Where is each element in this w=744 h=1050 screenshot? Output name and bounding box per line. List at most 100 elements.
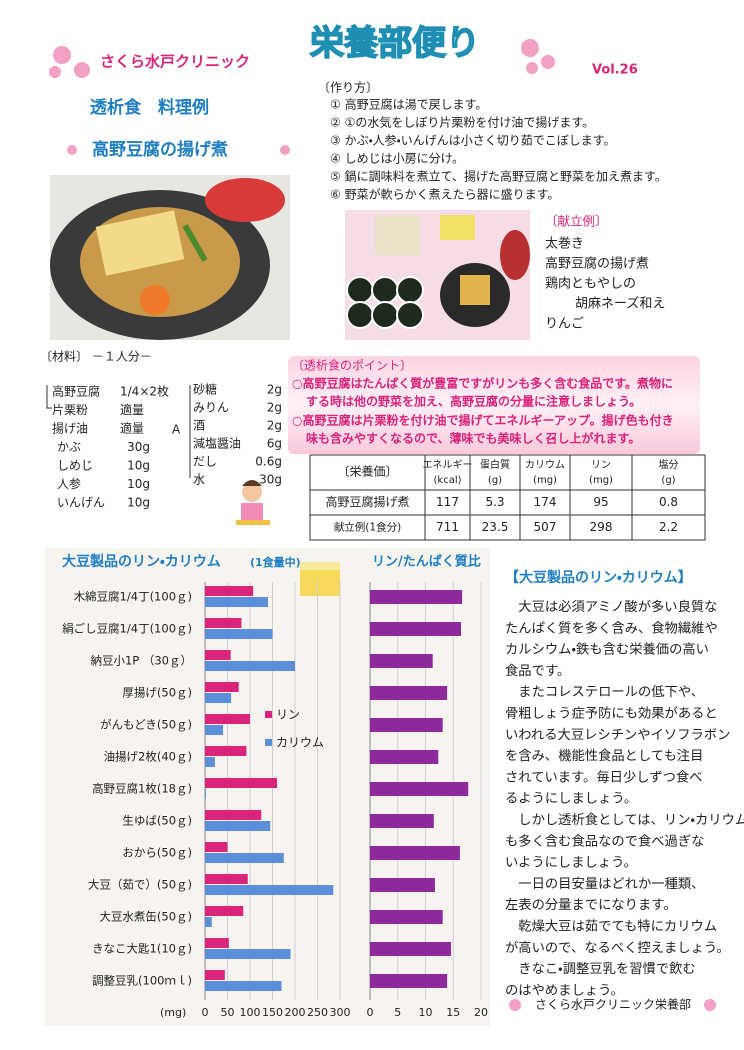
material-name: しめじ (57, 459, 93, 473)
x-tick-label: 150 (262, 1006, 283, 1019)
point-line: ○高野豆腐は片栗粉を付け油で揚げてエネルギーアップ。揚げ色も付き (292, 413, 674, 428)
x-tick-label: 250 (307, 1006, 328, 1019)
material-name: 片栗粉 (52, 403, 88, 417)
material-name: 高野豆腐 (52, 385, 100, 399)
points-box (288, 356, 700, 454)
point-line: する時は他の野菜を加え、高野豆腐の分量に注意しましょう。 (306, 394, 641, 409)
bar (205, 618, 242, 628)
point-line: 味も含みやすくなるので、薄味でも美味しく召し上がれます。 (306, 431, 640, 446)
category-label: 木綿豆腐1/4丁(100ｇ) (74, 590, 192, 604)
table-header: 塩分 (659, 458, 679, 471)
x-axis-label: (mg) (160, 1006, 186, 1019)
x-tick-label: 15 (446, 1006, 460, 1019)
recipe-name: 高野豆腐の揚げ煮 (92, 139, 228, 160)
bar (370, 782, 469, 796)
newsletter-title: 栄養部便り (310, 24, 480, 64)
clinic-name: さくら水戸クリニック (100, 53, 250, 71)
points-title: 〔透析食のポイント〕 (292, 359, 412, 373)
table-cell: 高野豆腐揚げ煮 (325, 495, 409, 509)
menu-item: 鶏肉ともやしの (545, 277, 636, 292)
step: ③ かぶ・人参・いんげんは小さく切り茹でこぼします。 (330, 134, 616, 148)
category-label: がんもどき(50ｇ) (100, 718, 192, 732)
article-line: されています。毎日少しずつ食べ (505, 769, 702, 785)
menu-item: 胡麻ネーズ和え (575, 296, 665, 312)
step: ⑤ 鍋に調味料を煮立て、揚げた高野豆腐と野菜を加え煮ます。 (330, 170, 667, 184)
seasoning-name: 酒 (193, 419, 205, 433)
menu-title: 〔献立例〕 (545, 214, 608, 229)
material-amount: 10g (127, 477, 150, 491)
volume: Vol.26 (592, 63, 638, 78)
method-title: 〔作り方〕 (318, 80, 378, 95)
material-name: 揚げ油 (52, 422, 88, 436)
bar (370, 878, 435, 892)
article-line: のはやめましょう。 (505, 982, 624, 998)
bar (205, 970, 225, 980)
x-tick-label: 200 (285, 1006, 306, 1019)
x-tick-label: 0 (202, 1006, 209, 1019)
x-tick-label: 20 (474, 1006, 488, 1019)
flowers (49, 39, 716, 1011)
bar (205, 917, 212, 927)
legend-swatch (265, 711, 272, 718)
point-line: ○高野豆腐はたんぱく質が豊富ですがリンも多く含む食品です。煮物に (292, 376, 673, 391)
legend-label: カリウム (276, 736, 324, 750)
bar (205, 725, 223, 735)
bar (205, 586, 254, 596)
bar (205, 885, 334, 895)
article-line: カルシウム・鉄も含む栄養価の高い (505, 641, 709, 658)
table-header: 蛋白質 (480, 458, 510, 471)
article-line: 食品です。 (505, 663, 570, 679)
article-line: いようにしましょう。 (505, 855, 637, 871)
table-cell: 2.2 (659, 520, 678, 534)
x-tick-label: 100 (240, 1006, 261, 1019)
table-header: (mg) (589, 475, 613, 486)
x-tick-label: 0 (367, 1006, 374, 1019)
category-label: 油揚げ2枚(40ｇ) (104, 750, 192, 764)
bar (205, 821, 271, 831)
x-tick-label: 5 (394, 1006, 401, 1019)
table-cell: 23.5 (482, 520, 509, 534)
material-amount: 適量 (120, 403, 144, 417)
category-label: 絹ごし豆腐1/4丁(100ｇ) (62, 622, 192, 636)
article-line: いわれる大豆レシチンやイソフラボン (505, 727, 730, 743)
dish-photo (50, 175, 290, 340)
article-line: きなこ・調整豆乳を習慣で飲む (505, 961, 696, 977)
bar (370, 622, 462, 636)
table-header: 〔栄養価〕 (337, 464, 397, 479)
category-label: 大豆水煮缶(50ｇ) (99, 910, 192, 924)
legend-label: リン (276, 708, 300, 722)
bar (205, 853, 284, 863)
bar (205, 757, 215, 767)
category-label: 厚揚げ(50ｇ) (122, 686, 192, 700)
bar (205, 981, 282, 991)
table-cell: 献立例(1食分) (334, 521, 401, 534)
recipe-category: 透析食 料理例 (90, 97, 209, 118)
menu-item: 高野豆腐の揚げ煮 (545, 256, 649, 272)
step: ① 高野豆腐は湯で戻します。 (330, 98, 487, 112)
bar (370, 974, 448, 988)
x-tick-label: 300 (330, 1006, 351, 1019)
chart-subtitle: (1食量中) (250, 555, 301, 569)
table-header: カリウム (525, 459, 565, 471)
menu-item: 太巻き (545, 237, 584, 252)
article-line: 左表の分量までになります。 (505, 897, 677, 913)
bar (205, 661, 295, 671)
table-frame (309, 454, 706, 541)
material-amount: 10g (127, 496, 150, 510)
table-header: リン (591, 460, 611, 471)
seasoning-name: 水 (193, 473, 205, 487)
article-line: しかし透析食としては、リン・カリウム (505, 812, 744, 828)
material-amount: 10g (127, 459, 150, 473)
category-label: 大豆（茹で）(50ｇ) (88, 878, 192, 892)
seasoning-name: 減塩醤油 (193, 436, 241, 451)
article-line: を含み、機能性食品としても注目 (505, 748, 703, 764)
category-label: 生ゆば(50ｇ) (122, 814, 192, 828)
category-label: おから(50ｇ) (122, 846, 192, 860)
bar (205, 746, 247, 756)
seasoning-amount: 30g (259, 473, 282, 487)
bar (205, 906, 244, 916)
material-amount: 30g (127, 440, 150, 454)
table-cell: 117 (436, 495, 459, 509)
bar (205, 842, 228, 852)
menu-item: りんご (545, 316, 584, 332)
